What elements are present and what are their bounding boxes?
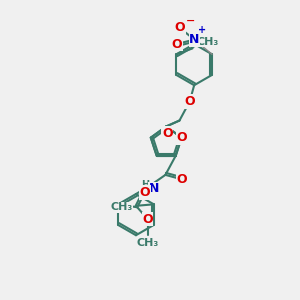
Text: −: − — [186, 15, 196, 26]
Text: +: + — [198, 25, 206, 35]
Text: O: O — [171, 38, 182, 50]
Text: O: O — [176, 131, 187, 144]
Text: N: N — [189, 33, 200, 46]
Text: O: O — [139, 186, 150, 199]
Text: H: H — [141, 180, 149, 190]
Text: CH₃: CH₃ — [197, 37, 219, 47]
Text: O: O — [142, 212, 153, 226]
Text: O: O — [162, 127, 172, 140]
Text: O: O — [174, 21, 185, 34]
Text: N: N — [149, 182, 159, 195]
Text: CH₃: CH₃ — [110, 202, 133, 212]
Text: CH₃: CH₃ — [136, 238, 159, 248]
Text: O: O — [176, 173, 187, 186]
Text: O: O — [184, 95, 195, 108]
